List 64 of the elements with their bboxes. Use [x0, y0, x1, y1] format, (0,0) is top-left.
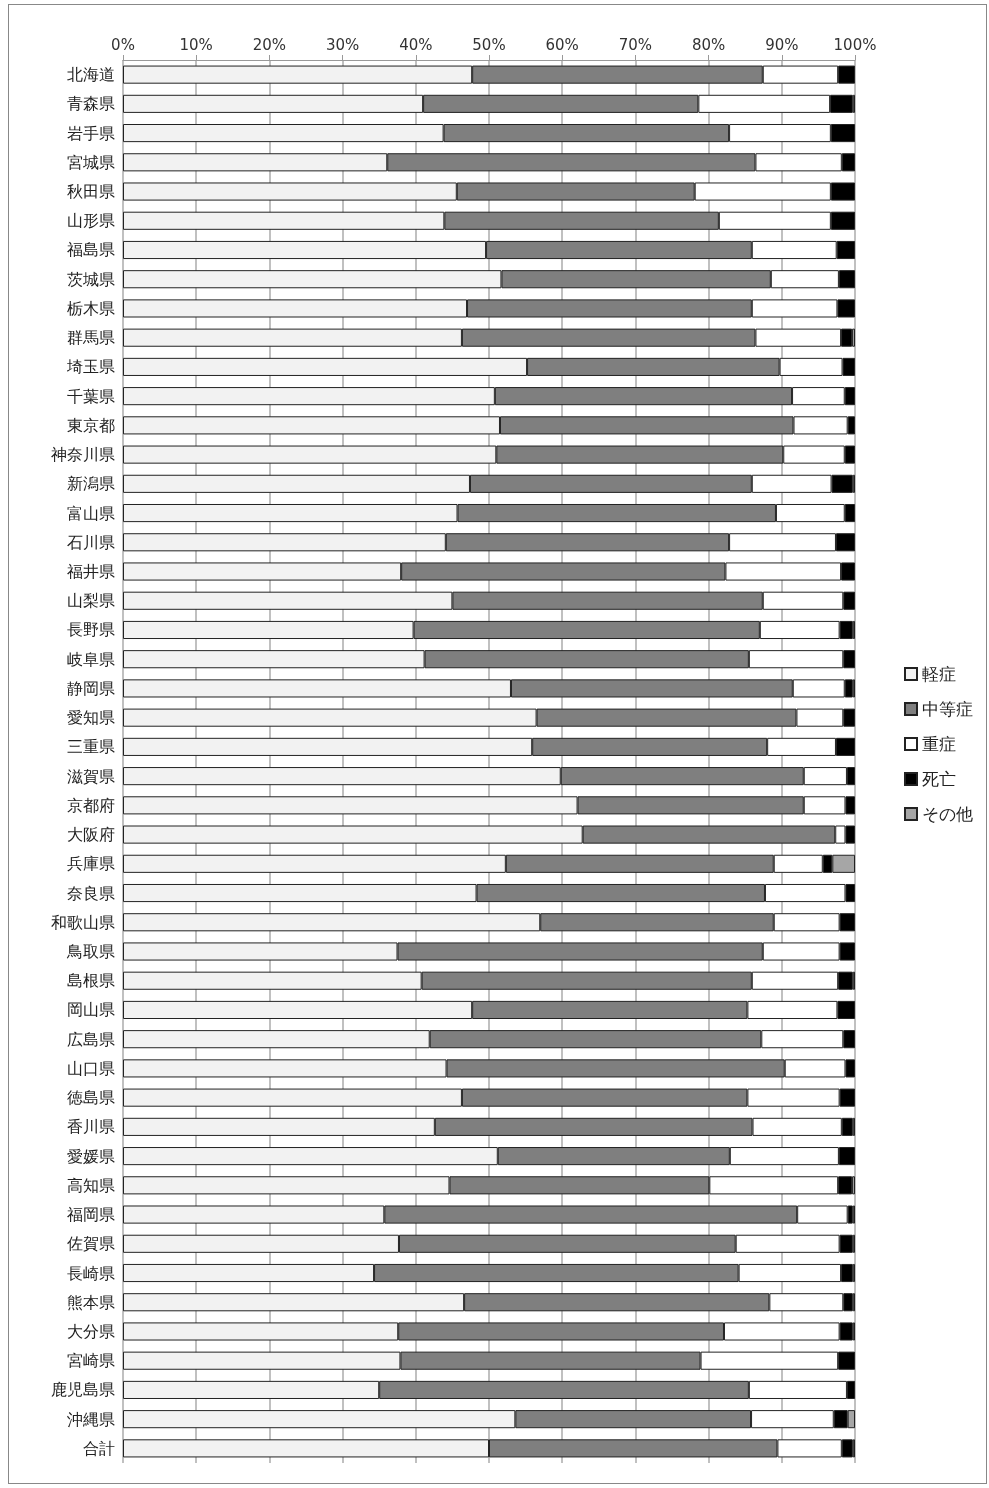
x-tick-label: 50% — [472, 35, 506, 54]
x-tick-label: 40% — [399, 35, 433, 54]
y-tick-label: 福井県 — [67, 562, 115, 582]
y-tick-label: 奈良県 — [67, 883, 115, 903]
y-tick-label: 岐阜県 — [67, 649, 115, 669]
x-tick-label: 30% — [325, 35, 360, 54]
y-tick-label: 山形県 — [67, 211, 115, 231]
y-tick-label: 長野県 — [67, 620, 115, 640]
y-tick-label: 愛媛県 — [67, 1146, 115, 1166]
y-tick-label: 石川県 — [67, 532, 115, 552]
y-tick-label: 秋田県 — [67, 182, 115, 202]
x-tick-label: 80% — [691, 35, 726, 54]
x-tick-label: 10% — [179, 35, 213, 54]
y-tick-label: 茨城県 — [67, 269, 115, 289]
legend-label: 重症 — [922, 734, 956, 754]
y-tick-label: 宮城県 — [67, 152, 115, 172]
y-tick-label: 和歌山県 — [51, 912, 115, 932]
legend-label: 中等症 — [922, 699, 973, 719]
y-tick-label: 高知県 — [67, 1175, 115, 1195]
x-tick-label: 0% — [111, 35, 135, 54]
y-tick-label: 広島県 — [67, 1029, 115, 1049]
y-tick-label: 福岡県 — [67, 1205, 115, 1225]
y-tick-label: 鳥取県 — [66, 941, 115, 961]
y-tick-label: 福島県 — [67, 240, 115, 260]
y-tick-label: 神奈川県 — [51, 445, 115, 465]
y-tick-label: 三重県 — [67, 737, 115, 757]
y-tick-label: 青森県 — [67, 94, 115, 114]
y-tick-label: 富山県 — [67, 503, 115, 523]
y-tick-label: 佐賀県 — [67, 1234, 115, 1254]
y-tick-label: 滋賀県 — [67, 766, 115, 786]
y-tick-label: 北海道 — [67, 65, 115, 85]
y-tick-label: 島根県 — [67, 971, 115, 991]
y-tick-label: 宮崎県 — [67, 1351, 115, 1371]
y-tick-label: 長崎県 — [67, 1263, 115, 1283]
y-tick-label: 熊本県 — [67, 1292, 115, 1312]
y-tick-label: 岩手県 — [67, 123, 115, 143]
y-tick-label: 大阪府 — [67, 825, 115, 845]
y-tick-label: 香川県 — [67, 1117, 115, 1137]
y-tick-label: 東京都 — [67, 415, 115, 435]
x-tick-label: 70% — [618, 35, 653, 54]
x-tick-label: 60% — [545, 35, 579, 54]
y-tick-label: 山口県 — [67, 1058, 115, 1078]
y-tick-label: 愛知県 — [67, 708, 115, 728]
legend-label: その他 — [922, 804, 973, 824]
legend-label: 軽症 — [922, 664, 956, 684]
y-tick-label: 栃木県 — [67, 298, 115, 318]
y-tick-label: 大分県 — [67, 1321, 115, 1341]
x-tick-label: 20% — [252, 35, 287, 54]
y-tick-label: 合計 — [83, 1438, 115, 1458]
y-tick-label: 千葉県 — [67, 386, 115, 406]
x-tick-label: 100% — [833, 35, 877, 54]
y-tick-label: 鹿児島県 — [51, 1380, 115, 1400]
x-tick-label: 90% — [765, 35, 799, 54]
y-tick-label: 岡山県 — [67, 1000, 115, 1020]
y-tick-label: 沖縄県 — [67, 1409, 115, 1429]
y-tick-label: 群馬県 — [67, 328, 115, 348]
legend-label: 死亡 — [922, 769, 956, 789]
y-tick-label: 静岡県 — [67, 678, 115, 698]
y-tick-label: 兵庫県 — [67, 854, 115, 874]
y-tick-label: 山梨県 — [67, 591, 115, 611]
y-tick-label: 新潟県 — [67, 474, 115, 494]
y-tick-label: 埼玉県 — [66, 357, 115, 377]
y-tick-label: 京都府 — [67, 795, 115, 815]
y-tick-label: 徳島県 — [67, 1088, 115, 1108]
